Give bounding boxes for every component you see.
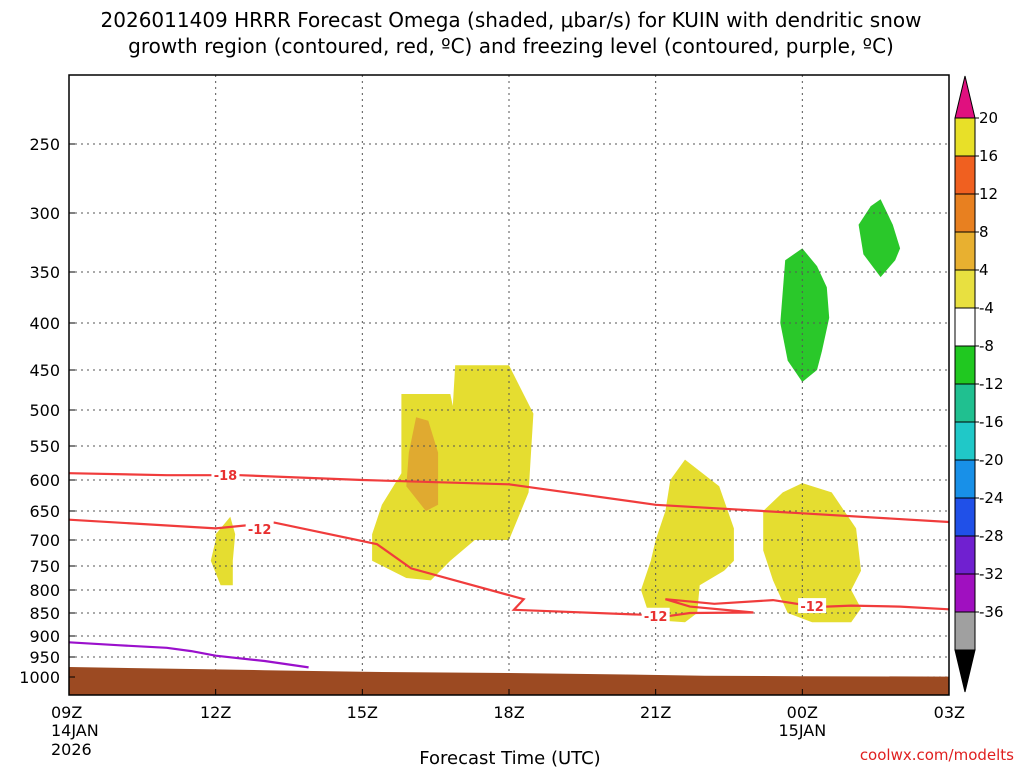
y-tick-label-950: 950 — [29, 648, 60, 667]
colorbar-label-0: 20 — [979, 109, 998, 127]
colorbar-segment-4 — [954, 269, 976, 309]
omega-area-5 — [780, 248, 830, 382]
colorbar-label-7: -12 — [979, 375, 1004, 393]
contour-label-bg-0 — [211, 467, 240, 483]
colorbar-segment-8 — [954, 421, 976, 461]
y-tick-label-850: 850 — [29, 604, 60, 623]
omega-area-3 — [641, 459, 734, 623]
colorbar-segment-5 — [954, 307, 976, 347]
omega-area-0 — [210, 516, 236, 586]
dgz-contour--18 — [68, 472, 950, 524]
colorbar-segment-3 — [954, 231, 976, 271]
x-tick-sublabel-00Z: 15JAN — [778, 721, 826, 740]
x-axis-label: Forecast Time (UTC) — [419, 748, 600, 768]
axes: 250 300 350 400 450 500 550 600 650 700 750 800 850 9… — [19, 74, 965, 759]
y-tick-label-750: 750 — [29, 557, 60, 576]
colorbar-segment-1 — [954, 155, 976, 195]
colorbar-label-12: -32 — [979, 565, 1004, 583]
colorbar-label-13: -36 — [979, 603, 1004, 621]
y-tick-label-500: 500 — [29, 401, 60, 420]
y-tick-label-250: 250 — [29, 135, 60, 154]
contour-label-bg-3 — [798, 598, 827, 614]
contour-label-bg-1 — [245, 520, 274, 536]
omega-area-6 — [858, 199, 901, 278]
omega-area-4 — [763, 483, 861, 623]
colorbar: 20 16 12 8 4 -4 -8 -12 -16 -20 -24 -28 -32 -36 — [954, 75, 1004, 693]
colorbar-label-4: 4 — [979, 261, 989, 279]
colorbar-label-10: -24 — [979, 489, 1004, 507]
terrain-area — [69, 667, 949, 695]
colorbar-segment-12 — [954, 573, 976, 613]
y-tick-label-650: 650 — [29, 502, 60, 521]
colorbar-segment-10 — [954, 497, 976, 537]
colorbar-segment-13 — [954, 611, 976, 651]
x-tick-label-18Z: 18Z — [493, 703, 524, 722]
x-tick-label-15Z: 15Z — [347, 703, 378, 722]
colorbar-segment-7 — [954, 383, 976, 423]
title-line2: growth region (contoured, red, ºC) and f… — [128, 34, 894, 58]
freezing-level-contour — [68, 641, 309, 669]
x-tick-label-12Z: 12Z — [200, 703, 231, 722]
colorbar-segment-11 — [954, 535, 976, 575]
contour-label-0: -18 — [214, 469, 238, 484]
omega-area-1 — [372, 365, 534, 581]
colorbar-label-6: -8 — [979, 337, 994, 355]
colorbar-label-11: -28 — [979, 527, 1004, 545]
plot-area: -18 -12 -12 -12 — [68, 75, 950, 695]
contour-label-bg-2 — [641, 607, 670, 623]
x-tick-label-00Z: 00Z — [787, 703, 818, 722]
credit-text: coolwx.com/modelts — [860, 746, 1014, 764]
y-tick-label-800: 800 — [29, 581, 60, 600]
y-tick-label-700: 700 — [29, 531, 60, 550]
x-tick-label-21Z: 21Z — [640, 703, 671, 722]
colorbar-segment-2 — [954, 193, 976, 233]
y-tick-label-350: 350 — [29, 263, 60, 282]
omega-area-2 — [406, 417, 439, 511]
y-tick-label-900: 900 — [29, 627, 60, 646]
colorbar-label-2: 12 — [979, 185, 998, 203]
colorbar-label-9: -20 — [979, 451, 1004, 469]
x-tick-label-03Z: 03Z — [934, 703, 965, 722]
title-line1: 2026011409 HRRR Forecast Omega (shaded, … — [101, 8, 922, 32]
x-tick-sublabel2-09Z: 2026 — [51, 740, 92, 759]
colorbar-segment-6 — [954, 345, 976, 385]
colorbar-top-arrow — [954, 75, 976, 119]
contour-label-3: -12 — [800, 600, 824, 615]
contour-label-1: -12 — [248, 523, 272, 538]
colorbar-label-8: -16 — [979, 413, 1004, 431]
y-tick-label-1000: 1000 — [19, 668, 60, 687]
y-tick-label-450: 450 — [29, 361, 60, 380]
colorbar-label-3: 8 — [979, 223, 989, 241]
y-tick-label-550: 550 — [29, 437, 60, 456]
x-tick-sublabel-09Z: 14JAN — [51, 721, 99, 740]
y-tick-label-600: 600 — [29, 471, 60, 490]
colorbar-bottom-arrow — [954, 649, 976, 693]
contour-label-2: -12 — [644, 610, 668, 625]
colorbar-label-5: -4 — [979, 299, 994, 317]
y-tick-label-300: 300 — [29, 204, 60, 223]
y-tick-label-400: 400 — [29, 314, 60, 333]
colorbar-segment-9 — [954, 459, 976, 499]
colorbar-segment-0 — [954, 117, 976, 157]
colorbar-label-1: 16 — [979, 147, 998, 165]
x-tick-label-09Z: 09Z — [51, 703, 82, 722]
